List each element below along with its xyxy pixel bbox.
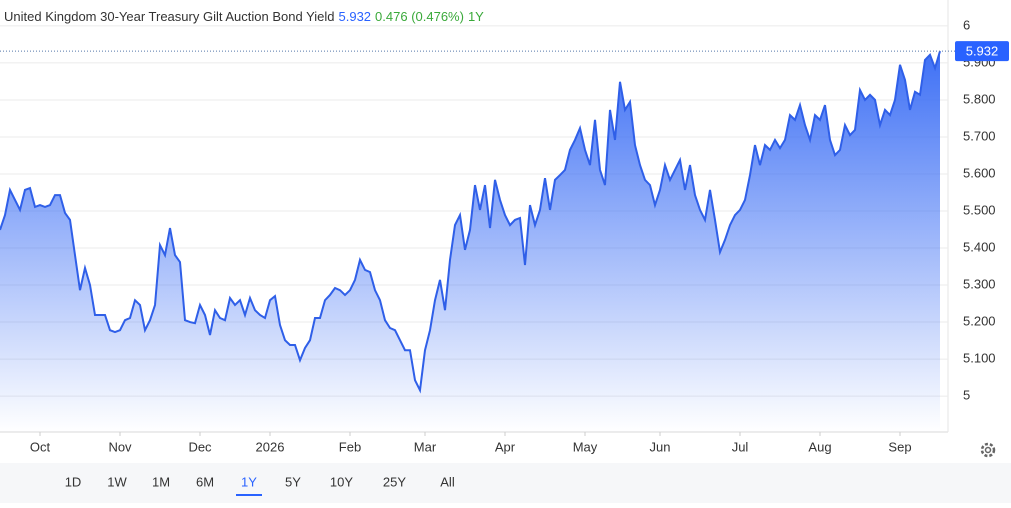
y-tick-label: 6 bbox=[963, 17, 970, 32]
range-button[interactable]: 1D bbox=[65, 474, 82, 489]
header-value: 5.932 bbox=[339, 9, 372, 24]
range-button[interactable]: 25Y bbox=[383, 474, 406, 489]
y-tick-label: 5.800 bbox=[963, 91, 996, 106]
last-value-label: 5.932 bbox=[966, 44, 999, 59]
range-button[interactable]: 1M bbox=[152, 474, 170, 489]
range-button[interactable]: 5Y bbox=[285, 474, 301, 489]
x-tick-label: Oct bbox=[30, 439, 51, 454]
y-tick-label: 5.300 bbox=[963, 276, 996, 291]
x-tick-label: Mar bbox=[414, 439, 437, 454]
x-tick-label: May bbox=[573, 439, 598, 454]
x-tick-label: Feb bbox=[339, 439, 361, 454]
header-change: 0.476 (0.476%) bbox=[375, 9, 464, 24]
header: United Kingdom 30-Year Treasury Gilt Auc… bbox=[4, 9, 484, 24]
x-tick-label: Apr bbox=[495, 439, 516, 454]
y-tick-label: 5.100 bbox=[963, 351, 996, 366]
last-value-tag bbox=[955, 41, 1009, 62]
range-button[interactable]: 1W bbox=[107, 474, 127, 489]
header-title: United Kingdom 30-Year Treasury Gilt Auc… bbox=[4, 9, 335, 24]
y-tick-label: 5.500 bbox=[963, 202, 996, 217]
y-tick-label: 5.200 bbox=[963, 313, 996, 328]
range-bar bbox=[0, 463, 1011, 503]
x-tick-label: Sep bbox=[888, 439, 911, 454]
x-tick-label: Jul bbox=[732, 439, 749, 454]
range-button[interactable]: All bbox=[440, 474, 455, 489]
area bbox=[0, 51, 940, 432]
x-tick-label: Nov bbox=[108, 439, 132, 454]
y-tick-label: 5 bbox=[963, 388, 970, 403]
x-tick-label: Dec bbox=[188, 439, 212, 454]
y-tick-label: 5.700 bbox=[963, 128, 996, 143]
x-tick-label: Aug bbox=[808, 439, 831, 454]
range-selected-underline bbox=[236, 494, 262, 496]
line bbox=[0, 50, 941, 394]
range-button[interactable]: 6M bbox=[196, 474, 214, 489]
x-tick-label: 2026 bbox=[256, 439, 285, 454]
x-tick-label: Jun bbox=[650, 439, 671, 454]
y-tick-label: 5.400 bbox=[963, 239, 996, 254]
settings-icon[interactable] bbox=[980, 442, 996, 458]
range-button[interactable]: 1Y bbox=[241, 474, 257, 489]
header-period: 1Y bbox=[468, 9, 484, 24]
range-button[interactable]: 10Y bbox=[330, 474, 353, 489]
y-tick-label: 5.600 bbox=[963, 165, 996, 180]
